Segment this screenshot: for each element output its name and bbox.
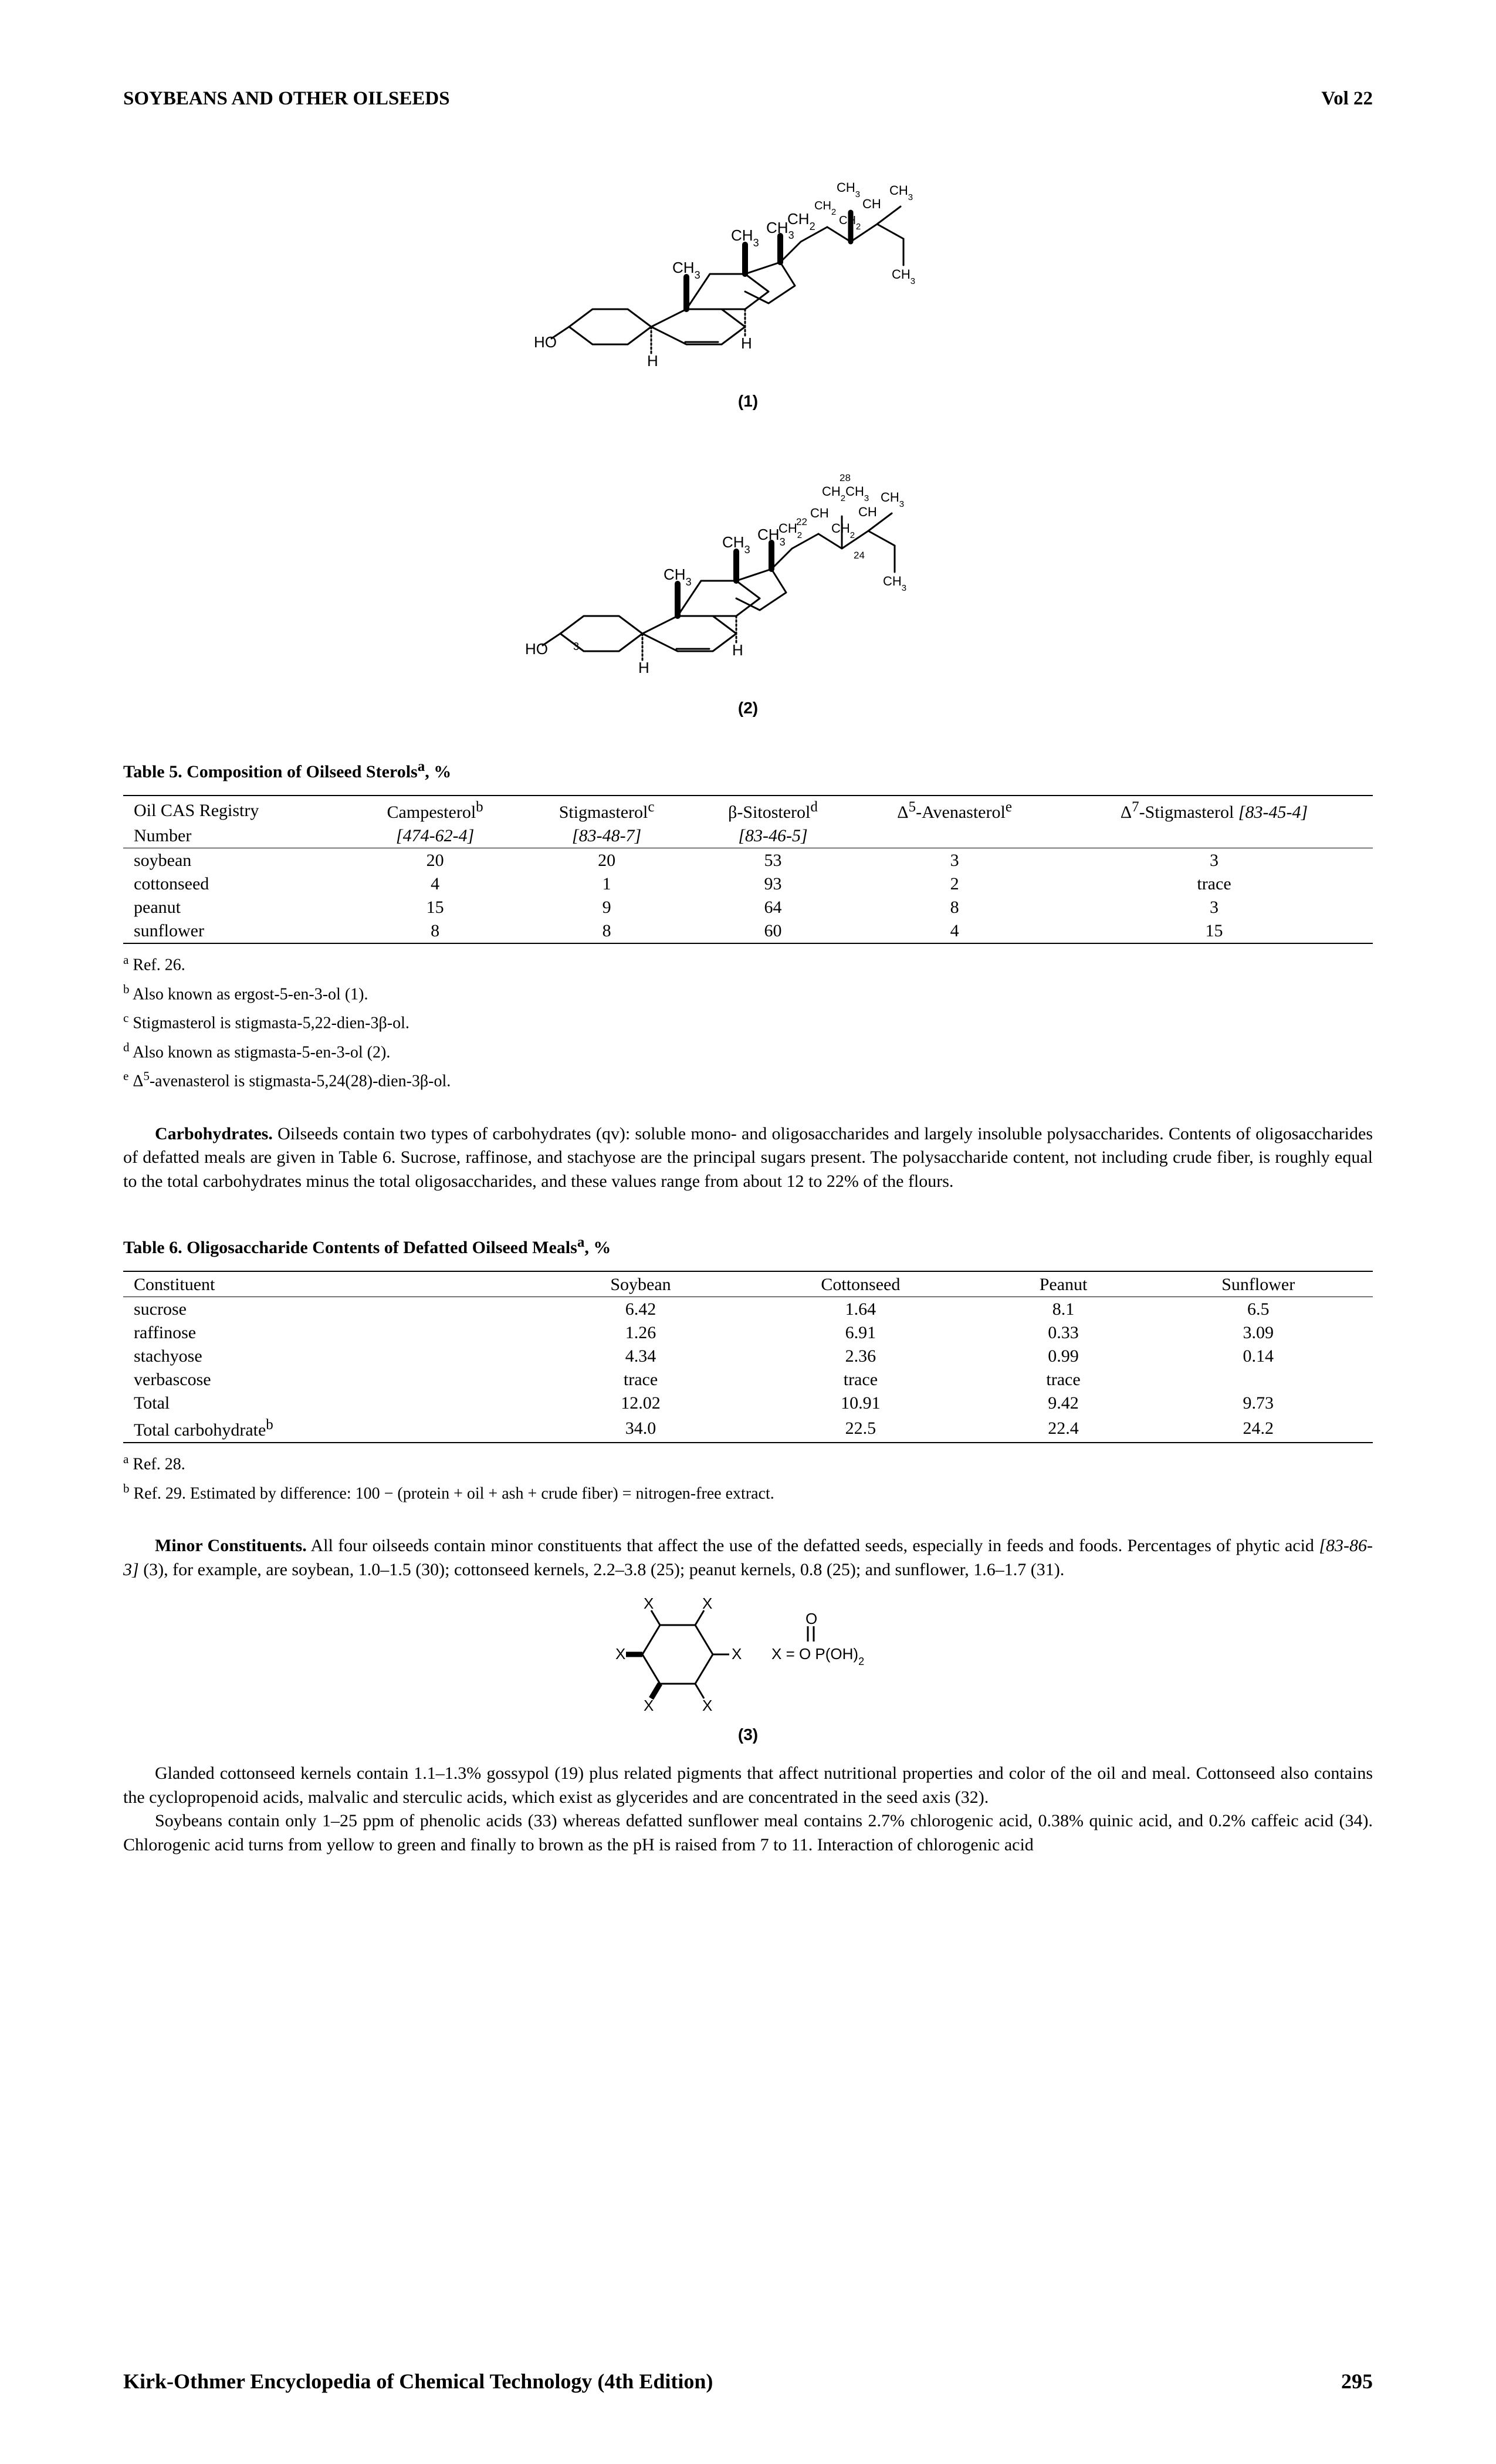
svg-text:CH2: CH2	[831, 521, 855, 540]
table-row: verbascosetracetracetrace	[123, 1368, 1373, 1392]
svg-text:CH3: CH3	[837, 180, 860, 199]
svg-text:HO: HO	[534, 333, 557, 351]
table-row: peanut1596483	[123, 896, 1373, 919]
svg-text:X: X	[644, 1697, 654, 1714]
figure-2-label: (2)	[123, 699, 1373, 717]
svg-text:CH3: CH3	[889, 183, 913, 202]
header-right: Vol 22	[1321, 88, 1373, 110]
para-glanded: Glanded cottonseed kernels contain 1.1–1…	[123, 1762, 1373, 1809]
svg-text:CH: CH	[810, 506, 829, 520]
page-header: SOYBEANS AND OTHER OILSEEDS Vol 22	[123, 88, 1373, 110]
svg-text:H: H	[647, 352, 658, 370]
svg-text:CH: CH	[862, 197, 881, 211]
svg-text:CH3: CH3	[883, 574, 906, 593]
figure-3-label: (3)	[123, 1725, 1373, 1744]
svg-text:CH2: CH2	[814, 199, 836, 217]
table6-title: Table 6. Oligosaccharide Contents of Def…	[123, 1234, 1373, 1258]
figure-1: HO CH3 CH3 H H CH3 CH2 CH2 CH2 CH CH3 CH…	[123, 133, 1373, 411]
footer-left: Kirk-Othmer Encyclopedia of Chemical Tec…	[123, 2369, 713, 2394]
table-row: Total12.0210.919.429.73	[123, 1392, 1373, 1415]
table6-footnotes: a Ref. 28. b Ref. 29. Estimated by diffe…	[123, 1449, 1373, 1507]
t5-h-0: Oil CAS Registry	[123, 797, 349, 824]
svg-text:H: H	[732, 641, 743, 659]
phytic-acid-svg: X X X X X X X = O P(OH)2 O	[595, 1596, 901, 1719]
svg-text:22: 22	[796, 516, 807, 527]
para-minor: Minor Constituents. All four oilseeds co…	[123, 1534, 1373, 1582]
figure-3: X X X X X X X = O P(OH)2 O (3)	[123, 1596, 1373, 1744]
svg-text:24: 24	[854, 550, 865, 561]
table-row: stachyose4.342.360.990.14	[123, 1345, 1373, 1368]
svg-text:HO: HO	[525, 640, 548, 658]
svg-text:X: X	[644, 1596, 654, 1612]
svg-text:CH: CH	[858, 505, 877, 519]
table-row: sunflower8860415	[123, 919, 1373, 943]
svg-text:28: 28	[840, 472, 851, 483]
svg-text:CH2CH3: CH2CH3	[822, 484, 869, 503]
table5-footnotes: a Ref. 26. b Also known as ergost-5-en-3…	[123, 950, 1373, 1095]
table5-title: Table 5. Composition of Oilseed Sterolsa…	[123, 759, 1373, 782]
para-soybeans: Soybeans contain only 1–25 ppm of phenol…	[123, 1809, 1373, 1857]
svg-text:H: H	[741, 334, 752, 352]
svg-text:3: 3	[573, 641, 579, 652]
table5: Oil CAS Registry Campesterolb Stigmaster…	[123, 795, 1373, 945]
page-footer: Kirk-Othmer Encyclopedia of Chemical Tec…	[123, 2369, 1373, 2394]
table-row: cottonseed41932trace	[123, 872, 1373, 896]
svg-text:CH3: CH3	[892, 267, 915, 286]
figure-1-label: (1)	[123, 392, 1373, 411]
table6: Constituent Soybean Cottonseed Peanut Su…	[123, 1271, 1373, 1444]
footer-right: 295	[1341, 2369, 1373, 2394]
svg-text:X: X	[702, 1596, 712, 1612]
svg-text:O: O	[805, 1610, 817, 1627]
table-row: sucrose6.421.648.16.5	[123, 1298, 1373, 1321]
sterol-structure-2-svg: HO 3 CH3 CH3 H H CH3 22 CH2 CH CH2 24 CH…	[525, 428, 971, 692]
svg-text:CH3: CH3	[881, 490, 904, 509]
svg-text:X: X	[615, 1645, 625, 1663]
figure-2: HO 3 CH3 CH3 H H CH3 22 CH2 CH CH2 24 CH…	[123, 428, 1373, 717]
svg-text:X: X	[702, 1697, 712, 1714]
header-left: SOYBEANS AND OTHER OILSEEDS	[123, 88, 450, 110]
para-carbohydrates: Carbohydrates. Oilseeds contain two type…	[123, 1122, 1373, 1194]
sterol-structure-1-svg: HO CH3 CH3 H H CH3 CH2 CH2 CH2 CH CH3 CH…	[534, 133, 962, 385]
table-row: soybean20205333	[123, 849, 1373, 872]
svg-text:X = O P(OH)2: X = O P(OH)2	[771, 1645, 864, 1667]
svg-text:H: H	[638, 659, 649, 676]
table-row: raffinose1.266.910.333.09	[123, 1321, 1373, 1345]
svg-text:X: X	[732, 1645, 742, 1663]
